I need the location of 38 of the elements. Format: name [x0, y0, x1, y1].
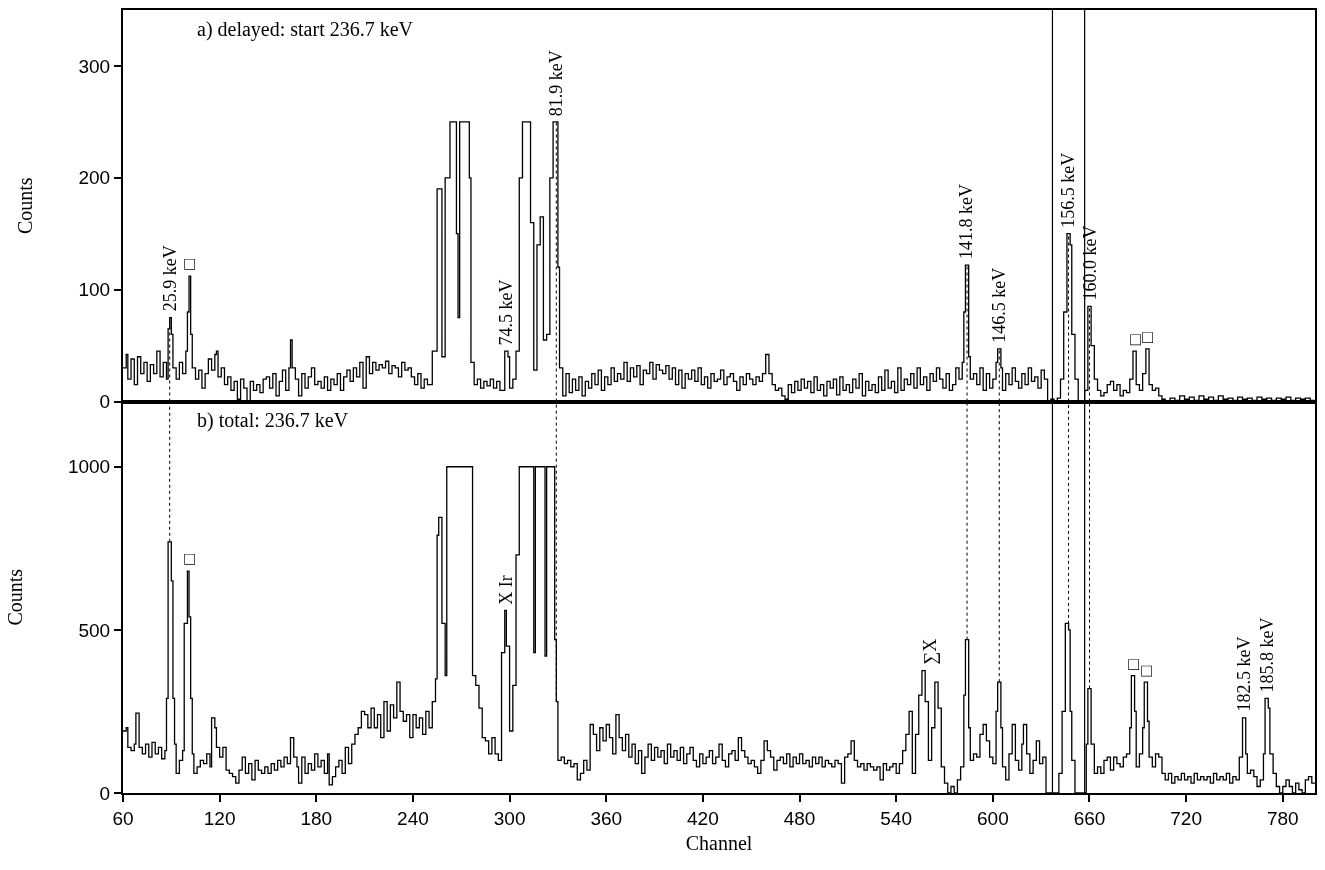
x-tick-label: 180	[300, 807, 333, 829]
y-tick-label: 0	[99, 782, 111, 804]
annotation: 141.8 keV	[955, 183, 976, 259]
annotation: 156.5 keV	[1058, 152, 1079, 228]
y-tick-label: 300	[78, 55, 111, 77]
annotation: 185.8 keV	[1256, 617, 1277, 693]
annotation: □	[179, 553, 200, 565]
x-tick-label: 420	[687, 807, 719, 829]
x-tick-label: 360	[590, 807, 623, 829]
y-tick-label: 100	[78, 279, 111, 301]
annotation: □	[179, 258, 200, 270]
chart-title: a) delayed: start 236.7 keV	[197, 18, 414, 41]
x-tick-label: 720	[1170, 807, 1202, 829]
y-axis-title: Counts	[3, 568, 26, 626]
y-tick-label: 0	[99, 391, 111, 413]
y-tick-label: 200	[78, 167, 111, 189]
y-tick-label: 500	[78, 619, 111, 641]
x-tick-label: 780	[1266, 807, 1299, 829]
x-tick-label: 480	[783, 807, 816, 829]
annotation: 182.5 keV	[1233, 636, 1254, 712]
x-tick-label: 120	[203, 807, 236, 829]
x-tick-label: 60	[112, 807, 134, 829]
annotation: 74.5 keV	[496, 279, 517, 346]
x-tick-label: 600	[976, 807, 1009, 829]
y-axis-title: Counts	[14, 177, 37, 235]
annotation: ∑X	[920, 638, 941, 665]
x-axis-title: Channel	[685, 831, 753, 854]
annotation: 81.9 keV	[546, 50, 567, 117]
annotation: 160.0 keV	[1079, 225, 1100, 301]
y-tick-label: 1000	[67, 456, 111, 478]
chart-title: b) total: 236.7 keV	[197, 409, 349, 432]
annotation: X Ir	[496, 575, 517, 605]
annotation: 146.5 keV	[988, 267, 1009, 343]
x-tick-label: 540	[880, 807, 913, 829]
annotation: 25.9 keV	[160, 245, 181, 312]
x-tick-label: 660	[1073, 807, 1106, 829]
x-tick-label: 240	[397, 807, 429, 829]
x-tick-label: 300	[493, 807, 526, 829]
